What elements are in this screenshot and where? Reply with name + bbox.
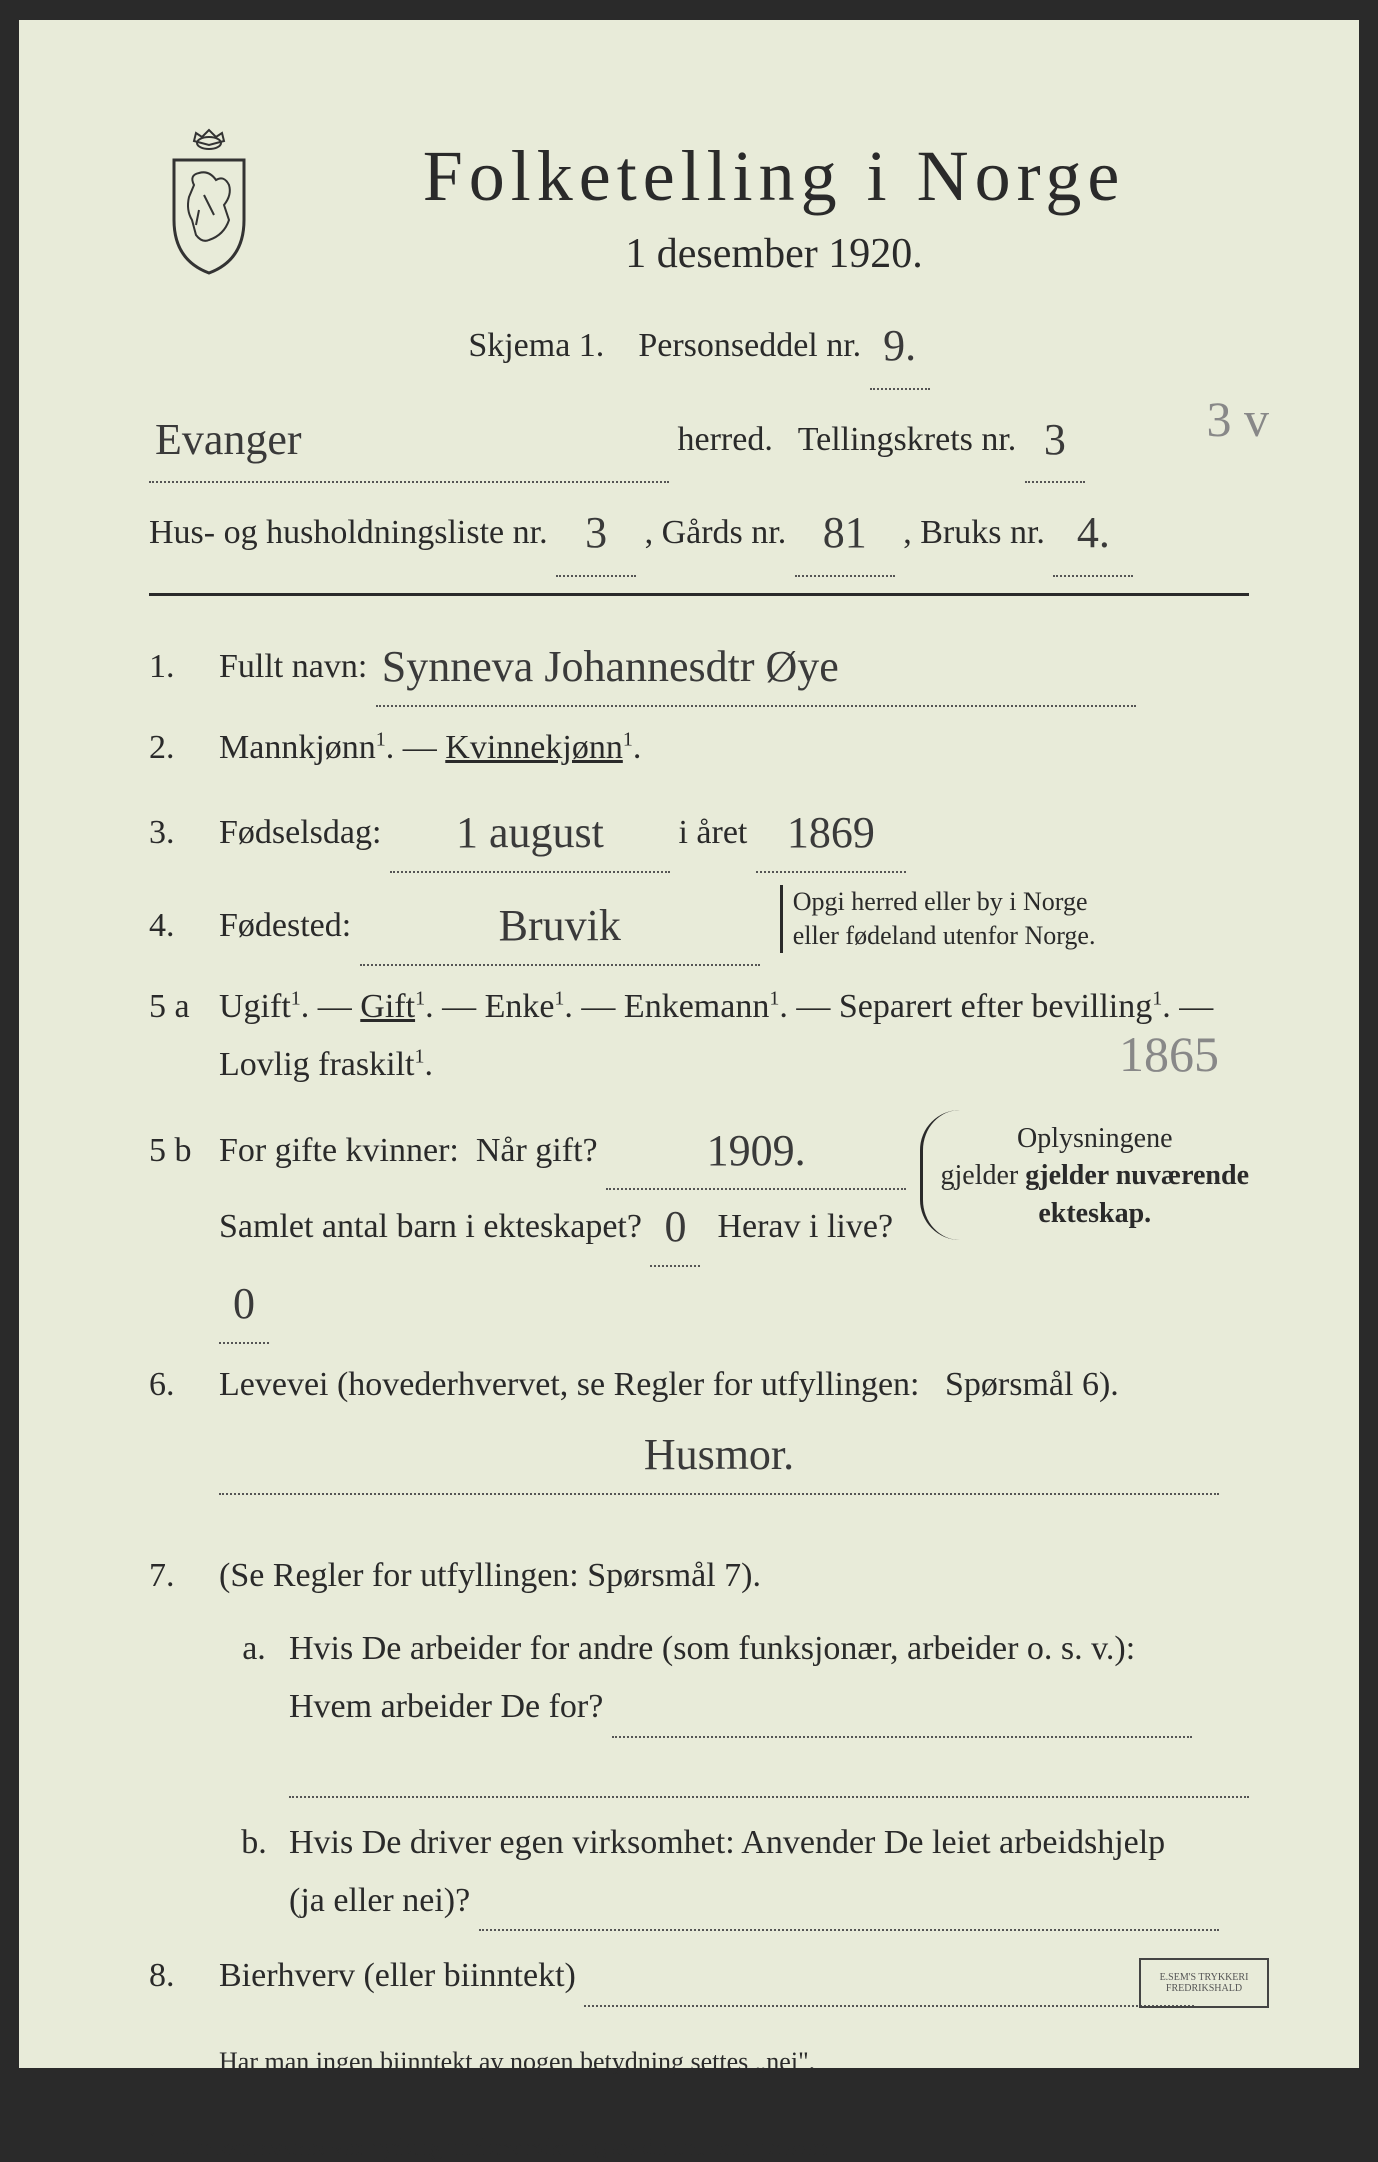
printer-stamp: E.SEM'S TRYKKERIFREDRIKSHALD <box>1139 1958 1269 2008</box>
q5a-enke: Enke <box>485 988 555 1025</box>
q4-label: Fødested: <box>219 907 351 944</box>
q1-label: Fullt navn: <box>219 648 367 685</box>
q5b-barn-val: 0 <box>650 1190 700 1267</box>
q6-label: Levevei (hovederhvervet, se Regler for u… <box>219 1366 920 1403</box>
q7a-blank <box>612 1678 1192 1738</box>
bruks-nr: 4. <box>1053 491 1133 577</box>
hus-line: Hus- og husholdningsliste nr. 3 , Gårds … <box>149 487 1249 573</box>
q5a-ugift: Ugift <box>219 988 291 1025</box>
margin-note-top: 3 v <box>1207 390 1270 448</box>
hus-label: Hus- og husholdningsliste nr. <box>149 514 548 551</box>
bruks-label: , Bruks nr. <box>903 514 1045 551</box>
q5b-row: 5 b For gifte kvinner: Når gift? 1909. S… <box>149 1110 1249 1340</box>
q3-day: 1 august <box>390 796 670 873</box>
q5b-nargift: Når gift? <box>476 1132 598 1169</box>
q7a-blank2 <box>289 1738 1249 1798</box>
footnote-2-text: Her kan svares ved tydelig understreknin… <box>171 2135 831 2161</box>
q5a-gift: Gift <box>360 988 415 1025</box>
title-block: Folketelling i Norge 1 desember 1920. <box>299 120 1249 278</box>
q7b-line1: Hvis De driver egen virksomhet: Anvender… <box>289 1824 1165 1861</box>
q3-row: 3. Fødselsdag: 1 august i året 1869 <box>149 792 1249 869</box>
census-form-page: Folketelling i Norge 1 desember 1920. 3 … <box>19 20 1359 2068</box>
q6-value: Husmor. <box>219 1418 1219 1495</box>
tellingskrets-nr: 3 <box>1025 398 1085 484</box>
q7b-letter: b. <box>219 1824 289 1862</box>
margin-note-5b: 1865 <box>1119 1025 1219 1083</box>
q3-iaret: i året <box>678 814 747 851</box>
q6-label2: Spørsmål 6). <box>945 1366 1119 1403</box>
main-title: Folketelling i Norge <box>299 135 1249 218</box>
q4-note2: eller fødeland utenfor Norge. <box>793 921 1096 950</box>
q4-num: 4. <box>149 907 219 945</box>
q5a-fraskilt: Lovlig fraskilt <box>219 1046 414 1083</box>
q5a-num: 5 a <box>149 988 219 1026</box>
q4-note1: Opgi herred eller by i Norge <box>793 887 1088 916</box>
q3-num: 3. <box>149 814 219 852</box>
q5b-note2: gjelder gjelder nuværende <box>941 1160 1250 1191</box>
personseddel-nr: 9. <box>870 304 930 390</box>
q7a-line1: Hvis De arbeider for andre (som funksjon… <box>289 1630 1135 1667</box>
q7-num: 7. <box>149 1557 219 1595</box>
q5b-herav: Herav i live? <box>717 1208 893 1245</box>
q8-num: 8. <box>149 1957 219 1995</box>
q6-num: 6. <box>149 1366 219 1404</box>
q3-year: 1869 <box>756 796 906 873</box>
q8-label: Bierhverv (eller biinntekt) <box>219 1957 576 1994</box>
q5b-barn: Samlet antal barn i ekteskapet? <box>219 1208 642 1245</box>
q4-note: Opgi herred eller by i Norge eller fødel… <box>780 885 1140 953</box>
q7a-letter: a. <box>219 1630 289 1668</box>
q5b-label: For gifte kvinner: <box>219 1132 459 1169</box>
q7a-row: a. Hvis De arbeider for andre (som funks… <box>149 1620 1249 1797</box>
q5b-note: Oplysningene gjelder gjelder nuværende e… <box>920 1110 1250 1240</box>
coat-of-arms-icon <box>149 120 269 280</box>
herred-value: Evanger <box>149 398 669 484</box>
q2-kvinne: Kvinnekjønn <box>445 729 623 766</box>
herred-line: Evanger herred. Tellingskrets nr. 3 <box>149 394 1249 480</box>
q8-blank <box>584 1947 1194 2007</box>
q5b-note1: Oplysningene <box>1017 1123 1173 1154</box>
q4-value: Bruvik <box>360 889 760 966</box>
header-row: Folketelling i Norge 1 desember 1920. <box>149 120 1249 280</box>
q6-row: 6. Levevei (hovederhvervet, se Regler fo… <box>149 1356 1249 1491</box>
q7b-line2: (ja eller nei)? <box>289 1882 470 1919</box>
gards-nr: 81 <box>795 491 895 577</box>
q3-label: Fødselsdag: <box>219 814 381 851</box>
q4-row: 4. Fødested: Bruvik Opgi herred eller by… <box>149 885 1249 962</box>
q7b-blank <box>479 1872 1219 1932</box>
q2-row: 2. Mannkjønn1. — Kvinnekjønn1. <box>149 719 1249 777</box>
q2-mann: Mannkjønn <box>219 729 376 766</box>
q7-label: (Se Regler for utfyllingen: Spørsmål 7). <box>219 1557 761 1594</box>
tellingskrets-label: Tellingskrets nr. <box>798 421 1017 458</box>
footnote-separator <box>149 2117 829 2119</box>
q5a-row: 5 a Ugift1. — Gift1. — Enke1. — Enkemann… <box>149 978 1249 1094</box>
footnote-1: Har man ingen biinntekt av nogen betydni… <box>219 2047 1249 2077</box>
personseddel-label: Personseddel nr. <box>638 327 861 364</box>
gards-label: , Gårds nr. <box>645 514 787 551</box>
divider-top <box>149 593 1249 596</box>
q1-row: 1. Fullt navn: Synneva Johannesdtr Øye <box>149 626 1249 703</box>
q7-row: 7. (Se Regler for utfyllingen: Spørsmål … <box>149 1547 1249 1605</box>
footnote-2: 1 Her kan svares ved tydelig understrekn… <box>149 2129 1249 2162</box>
q2-num: 2. <box>149 729 219 767</box>
skjema-label: Skjema 1. <box>468 327 604 364</box>
q5a-enkemann: Enkemann <box>624 988 769 1025</box>
q7b-row: b. Hvis De driver egen virksomhet: Anven… <box>149 1814 1249 1932</box>
q5b-note3: ekteskap. <box>1038 1198 1151 1229</box>
subtitle: 1 desember 1920. <box>299 230 1249 278</box>
q8-row: 8. Bierhverv (eller biinntekt) <box>149 1947 1249 2007</box>
herred-label: herred. <box>678 421 773 458</box>
q5b-herav-val: 0 <box>219 1267 269 1344</box>
q1-value: Synneva Johannesdtr Øye <box>376 630 1136 707</box>
skjema-line: Skjema 1. Personseddel nr. 9. <box>149 300 1249 386</box>
hus-nr: 3 <box>556 491 636 577</box>
q5a-separert: Separert efter bevilling <box>839 988 1152 1025</box>
q1-num: 1. <box>149 648 219 686</box>
q5b-nargift-val: 1909. <box>606 1114 906 1191</box>
q5b-num: 5 b <box>149 1132 219 1170</box>
q7a-line2: Hvem arbeider De for? <box>289 1688 603 1725</box>
